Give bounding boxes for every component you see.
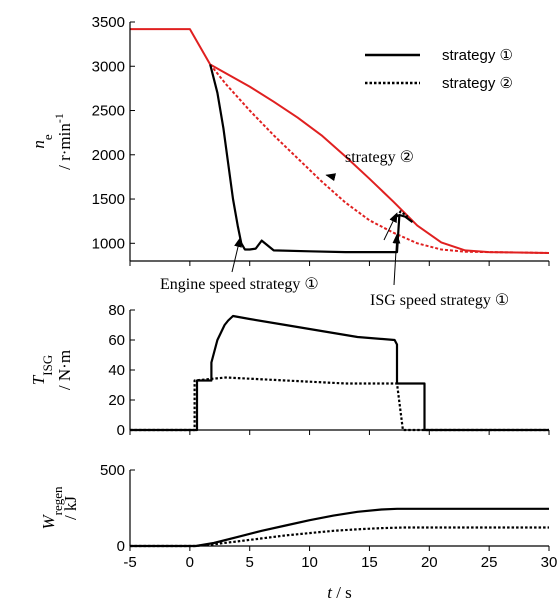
y-tick-label: 1000: [92, 235, 125, 252]
annotation-arrow: [325, 173, 337, 182]
series-line-1: [130, 507, 549, 548]
y-tick-label: 3500: [92, 14, 125, 31]
annotation-label: strategy ②: [345, 149, 414, 166]
y-axis-label: ne: [29, 134, 55, 149]
annotation-label: ISG speed strategy ①: [370, 292, 509, 309]
y-tick-label: 80: [108, 302, 125, 319]
y-tick-label: 20: [108, 392, 125, 409]
y-axis-unit: / kJ: [61, 496, 80, 520]
x-tick-label: 20: [421, 554, 438, 571]
x-tick-label: 0: [186, 554, 194, 571]
series-line-4: [396, 210, 409, 218]
y-axis-unit: / N·m: [55, 350, 74, 390]
y-tick-label: 2000: [92, 147, 125, 164]
engine-speed-panel: 1000 1500 2000 2500 3000 3500 ne / r·min-1 strat…: [29, 14, 550, 309]
annotation-label: Engine speed strategy ①: [160, 276, 319, 293]
legend-label: strategy ②: [442, 75, 513, 92]
x-tick-label: 25: [481, 554, 498, 571]
x-tick-label: 15: [361, 554, 378, 571]
y-axis-label: TISG: [29, 355, 55, 385]
y-tick-label: 2500: [92, 103, 125, 120]
annotation-arrow: [392, 233, 401, 286]
x-axis-label: t / s: [327, 583, 352, 602]
isg-torque-panel: 0 20 40 60 80 TISG / N·m: [29, 302, 550, 439]
y-axis-label: Wregen: [39, 486, 65, 530]
annotation-arrow: [231, 237, 242, 273]
annotation-arrow: [383, 212, 398, 241]
series-line-1: [130, 28, 550, 254]
series-line-2: [209, 63, 550, 254]
y-tick-label: 1500: [92, 191, 125, 208]
series-line-1: [130, 314, 549, 432]
series-line-2: [130, 376, 549, 432]
y-tick-label: 60: [108, 332, 125, 349]
x-tick-label: 5: [246, 554, 254, 571]
y-tick-label: 0: [117, 422, 125, 439]
series-line-3: [209, 64, 414, 254]
x-tick-label: -5: [123, 554, 136, 571]
y-tick-label: 40: [108, 362, 125, 379]
y-tick-label: 0: [117, 538, 125, 555]
series-line-2: [130, 526, 549, 548]
x-tick-label: 10: [301, 554, 318, 571]
x-tick-label: 30: [541, 554, 558, 571]
y-tick-label: 500: [100, 462, 125, 479]
y-tick-label: 3000: [92, 58, 125, 75]
y-axis-unit: / r·min-1: [52, 113, 74, 170]
legend-label: strategy ①: [442, 47, 513, 64]
